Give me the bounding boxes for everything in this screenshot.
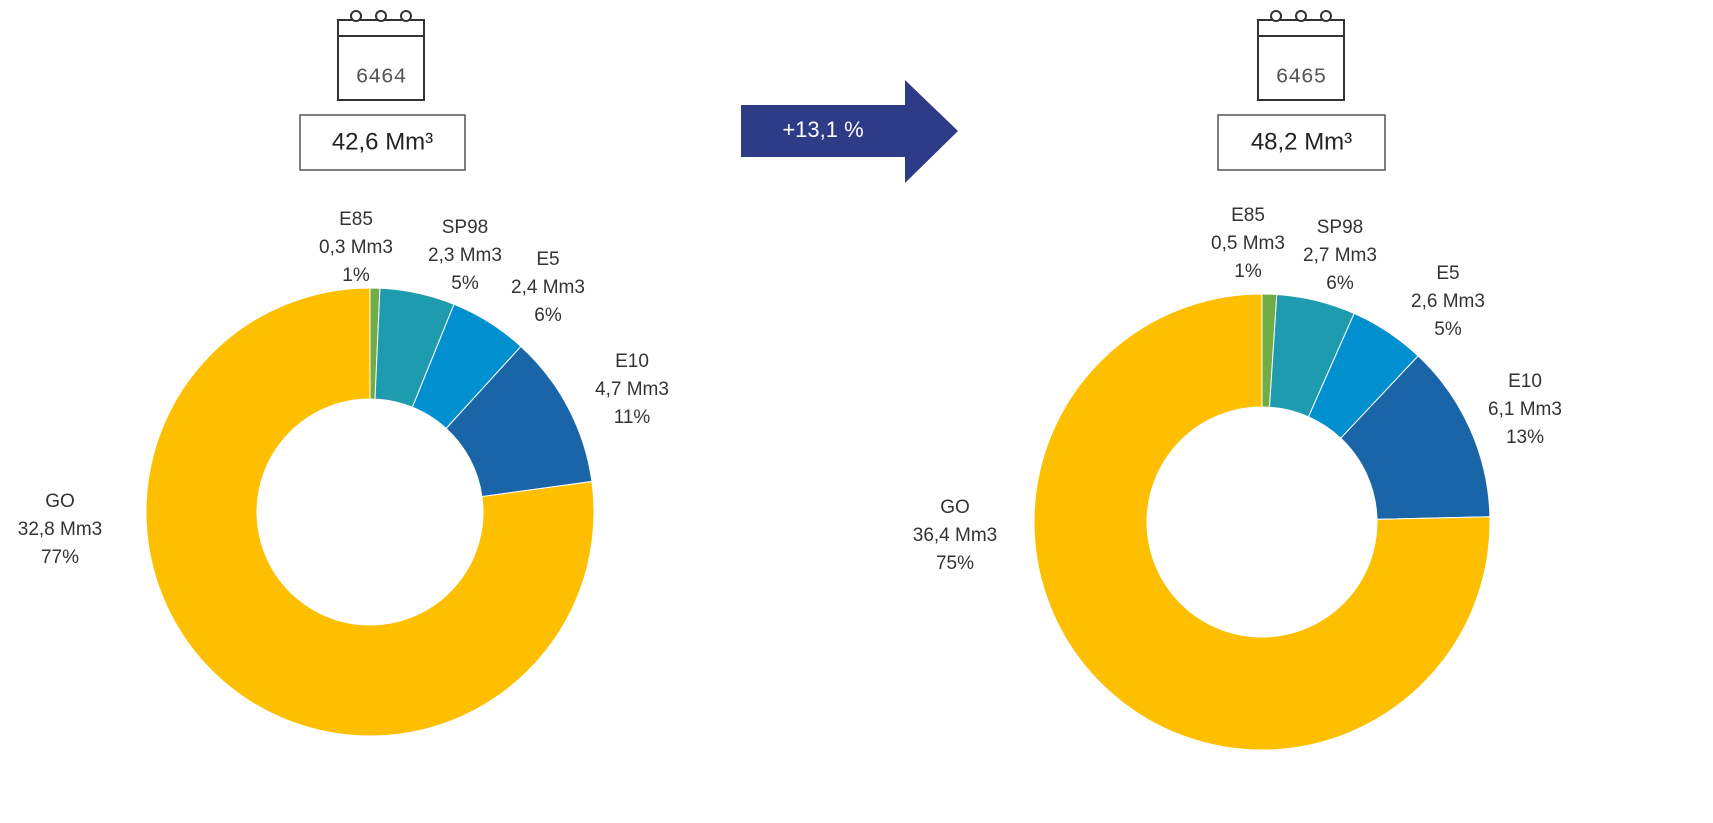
slice-percent: 5%: [1434, 319, 1462, 340]
slice-name: E10: [1508, 371, 1542, 392]
slice-percent: 13%: [1506, 427, 1544, 448]
calendar-ring: [375, 10, 387, 22]
slice-percent: 75%: [936, 553, 974, 574]
total-label: 42,6 Mm³: [332, 128, 433, 155]
year: 6464: [356, 67, 406, 90]
slice-value: 2,6 Mm3: [1411, 291, 1485, 312]
slice-value: 32,8 Mm3: [18, 519, 102, 540]
slice-percent: 1%: [342, 265, 370, 286]
slice-value: 2,7 Mm3: [1303, 245, 1377, 266]
growth-arrow: [741, 80, 958, 183]
slice-percent: 1%: [1234, 261, 1262, 282]
slice-value: 2,4 Mm3: [511, 277, 585, 298]
slice-percent: 77%: [41, 547, 79, 568]
calendar-ring: [1270, 10, 1282, 22]
slice-name: GO: [45, 491, 75, 512]
donut-slice: [1033, 293, 1491, 751]
slice-name: GO: [940, 497, 970, 518]
calendar-ring: [350, 10, 362, 22]
slice-name: E85: [1231, 205, 1265, 226]
total-box: [1217, 114, 1386, 171]
calendar-ring: [1295, 10, 1307, 22]
total-box: [299, 114, 466, 171]
total-label: 48,2 Mm³: [1251, 128, 1352, 155]
slice-percent: 6%: [534, 305, 562, 326]
slice-name: SP98: [1317, 217, 1363, 238]
slice-percent: 6%: [1326, 273, 1354, 294]
slice-value: 2,3 Mm3: [428, 245, 502, 266]
slice-name: SP98: [442, 217, 488, 238]
calendar-ring: [400, 10, 412, 22]
slice-value: 0,3 Mm3: [319, 237, 393, 258]
slice-name: E85: [339, 209, 373, 230]
year: 6465: [1276, 67, 1326, 90]
calendar-ring: [1320, 10, 1332, 22]
slice-value: 4,7 Mm3: [595, 379, 669, 400]
donut-slice: [145, 287, 595, 737]
slice-name: E5: [1436, 263, 1459, 284]
slice-name: E5: [536, 249, 559, 270]
slice-value: 36,4 Mm3: [913, 525, 997, 546]
slice-percent: 11%: [614, 407, 651, 428]
slice-percent: 5%: [451, 273, 479, 294]
slice-name: E10: [615, 351, 649, 372]
slice-value: 0,5 Mm3: [1211, 233, 1285, 254]
slice-value: 6,1 Mm3: [1488, 399, 1562, 420]
growth-label: +13,1 %: [782, 117, 863, 142]
